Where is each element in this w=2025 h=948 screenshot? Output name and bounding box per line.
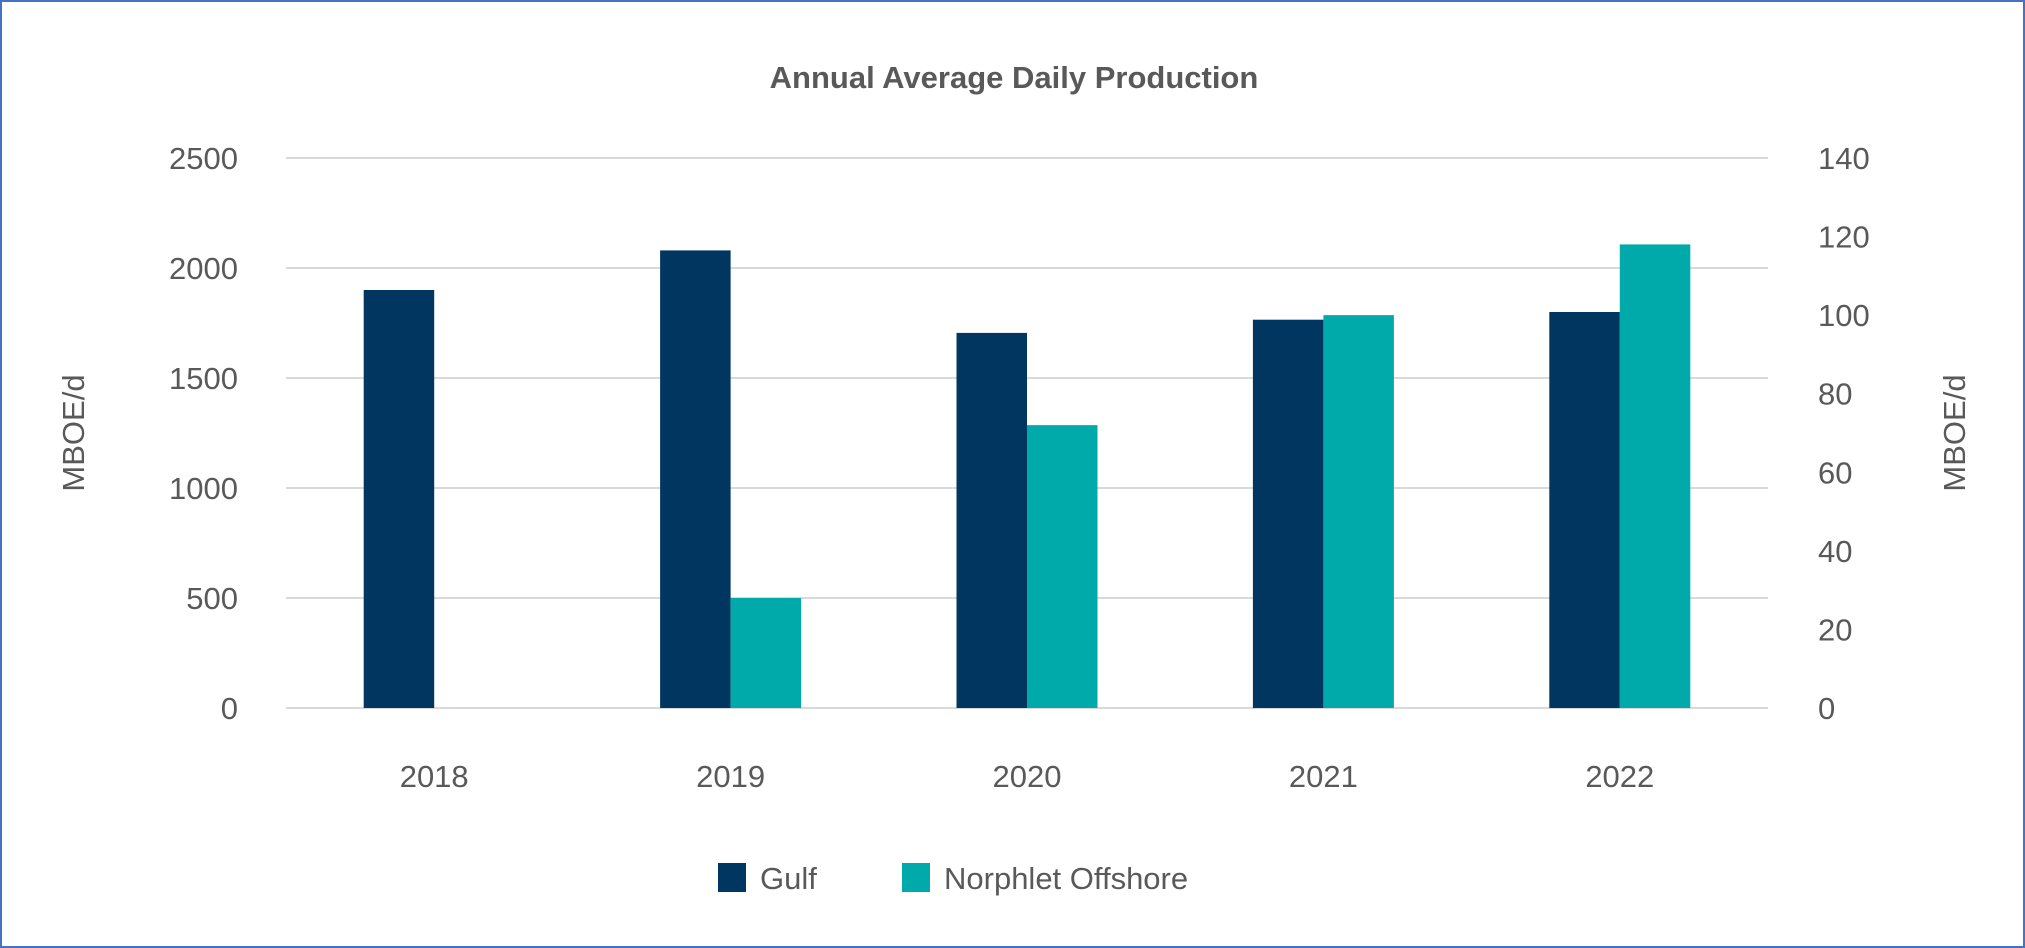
- left-tick-label: 0: [221, 691, 238, 726]
- left-tick-label: 1500: [169, 361, 238, 396]
- chart-title: Annual Average Daily Production: [770, 60, 1259, 95]
- left-tick-label: 2000: [169, 251, 238, 286]
- bar-norphlet-offshore: [1027, 425, 1098, 708]
- bar-norphlet-offshore: [1619, 244, 1691, 708]
- right-axis-ticks: 0 20 40 60 80 100 120 140: [1818, 141, 1870, 726]
- right-tick-label: 40: [1818, 534, 1852, 569]
- x-tick-label: 2018: [400, 759, 469, 794]
- right-tick-label: 60: [1818, 455, 1852, 490]
- left-axis-title: MBOE/d: [56, 374, 91, 491]
- left-tick-label: 2500: [169, 141, 238, 176]
- right-tick-label: 80: [1818, 377, 1852, 412]
- right-tick-label: 120: [1818, 220, 1870, 255]
- legend-swatch: [902, 863, 930, 892]
- x-tick-label: 2019: [696, 759, 765, 794]
- legend-label: Norphlet Offshore: [944, 861, 1188, 896]
- bar-gulf: [956, 332, 1027, 708]
- bars: [363, 244, 1691, 708]
- right-axis-title: MBOE/d: [1937, 374, 1972, 491]
- x-tick-label: 2022: [1585, 759, 1654, 794]
- bar-norphlet-offshore: [730, 598, 802, 708]
- right-tick-label: 100: [1818, 298, 1870, 333]
- bar-gulf: [660, 250, 731, 708]
- x-tick-label: 2021: [1289, 759, 1358, 794]
- x-axis-ticks: 2018 2019 2020 2021 2022: [400, 759, 1655, 794]
- left-tick-label: 500: [186, 581, 238, 616]
- right-tick-label: 140: [1818, 141, 1870, 176]
- legend-swatch: [718, 863, 746, 892]
- left-tick-label: 1000: [169, 471, 238, 506]
- x-tick-label: 2020: [993, 759, 1062, 794]
- bar-norphlet-offshore: [1323, 315, 1394, 708]
- left-axis-ticks: 0 500 1000 1500 2000 2500: [169, 141, 238, 726]
- bar-gulf: [1549, 312, 1620, 708]
- right-tick-label: 0: [1818, 691, 1835, 726]
- right-tick-label: 20: [1818, 612, 1852, 647]
- legend: Gulf Norphlet Offshore: [718, 861, 1188, 896]
- bar-gulf: [1252, 319, 1324, 708]
- legend-label: Gulf: [760, 861, 817, 896]
- bar-gulf: [363, 290, 435, 708]
